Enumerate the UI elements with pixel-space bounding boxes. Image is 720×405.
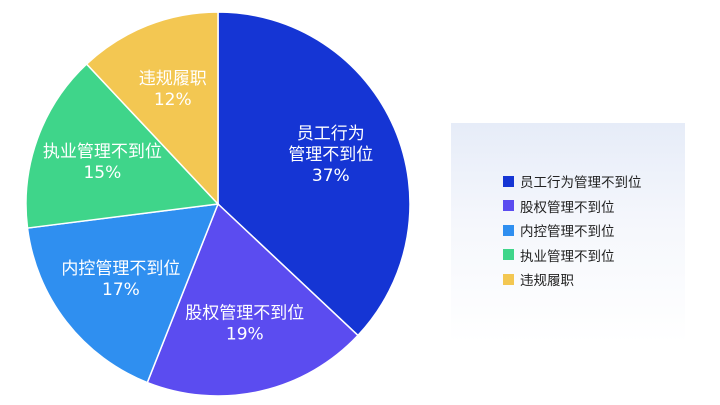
legend-item-0: 员工行为管理不到位 (503, 169, 642, 194)
legend-item-3: 执业管理不到位 (503, 243, 642, 268)
legend-item-4: 违规履职 (503, 267, 642, 292)
slice-label-3: 执业管理不到位 15% (43, 142, 162, 183)
legend-swatch-4 (503, 273, 514, 285)
slice-name-3: 执业管理不到位 (43, 142, 162, 162)
legend-label-3: 执业管理不到位 (520, 248, 615, 265)
legend-swatch-2 (503, 224, 514, 236)
pie-slice-0 (217, 11, 411, 337)
legend-label-4: 违规履职 (520, 273, 574, 290)
slice-name-0: 管理不到位 (288, 145, 373, 165)
legend-label-2: 内控管理不到位 (520, 224, 615, 241)
slice-percent-2: 17% (102, 280, 140, 300)
pie-slice-2 (26, 203, 220, 384)
slice-label-2: 内控管理不到位 17% (61, 259, 180, 300)
legend-item-1: 股权管理不到位 (503, 194, 642, 219)
slice-label-1: 股权管理不到位 19% (185, 303, 304, 344)
slice-name-4: 违规履职 (139, 69, 207, 89)
slice-label-0: 员工行为管理不到位 37% (288, 124, 373, 186)
pie-slice-3 (25, 62, 220, 229)
slice-name-2: 内控管理不到位 (61, 259, 180, 279)
legend-item-2: 内控管理不到位 (503, 218, 642, 243)
slice-name-1: 股权管理不到位 (185, 303, 304, 323)
slice-label-4: 违规履职 12% (139, 69, 207, 110)
legend-swatch-1 (503, 200, 514, 212)
pie-slice-1 (146, 202, 360, 397)
legend: 员工行为管理不到位 股权管理不到位 内控管理不到位 执业管理不到位 违规履职 (451, 123, 685, 343)
legend-label-1: 股权管理不到位 (520, 199, 615, 216)
legend-list: 员工行为管理不到位 股权管理不到位 内控管理不到位 执业管理不到位 违规履职 (503, 169, 642, 292)
pie-slice-4 (85, 11, 219, 206)
legend-swatch-3 (503, 249, 514, 261)
slice-percent-3: 15% (83, 163, 121, 183)
slice-percent-1: 19% (226, 324, 264, 344)
slice-percent-0: 37% (312, 166, 350, 186)
slice-name-0: 员工行为 (297, 124, 365, 144)
slice-percent-4: 12% (154, 90, 192, 110)
legend-label-0: 员工行为管理不到位 (520, 175, 642, 192)
legend-swatch-0 (503, 175, 514, 187)
